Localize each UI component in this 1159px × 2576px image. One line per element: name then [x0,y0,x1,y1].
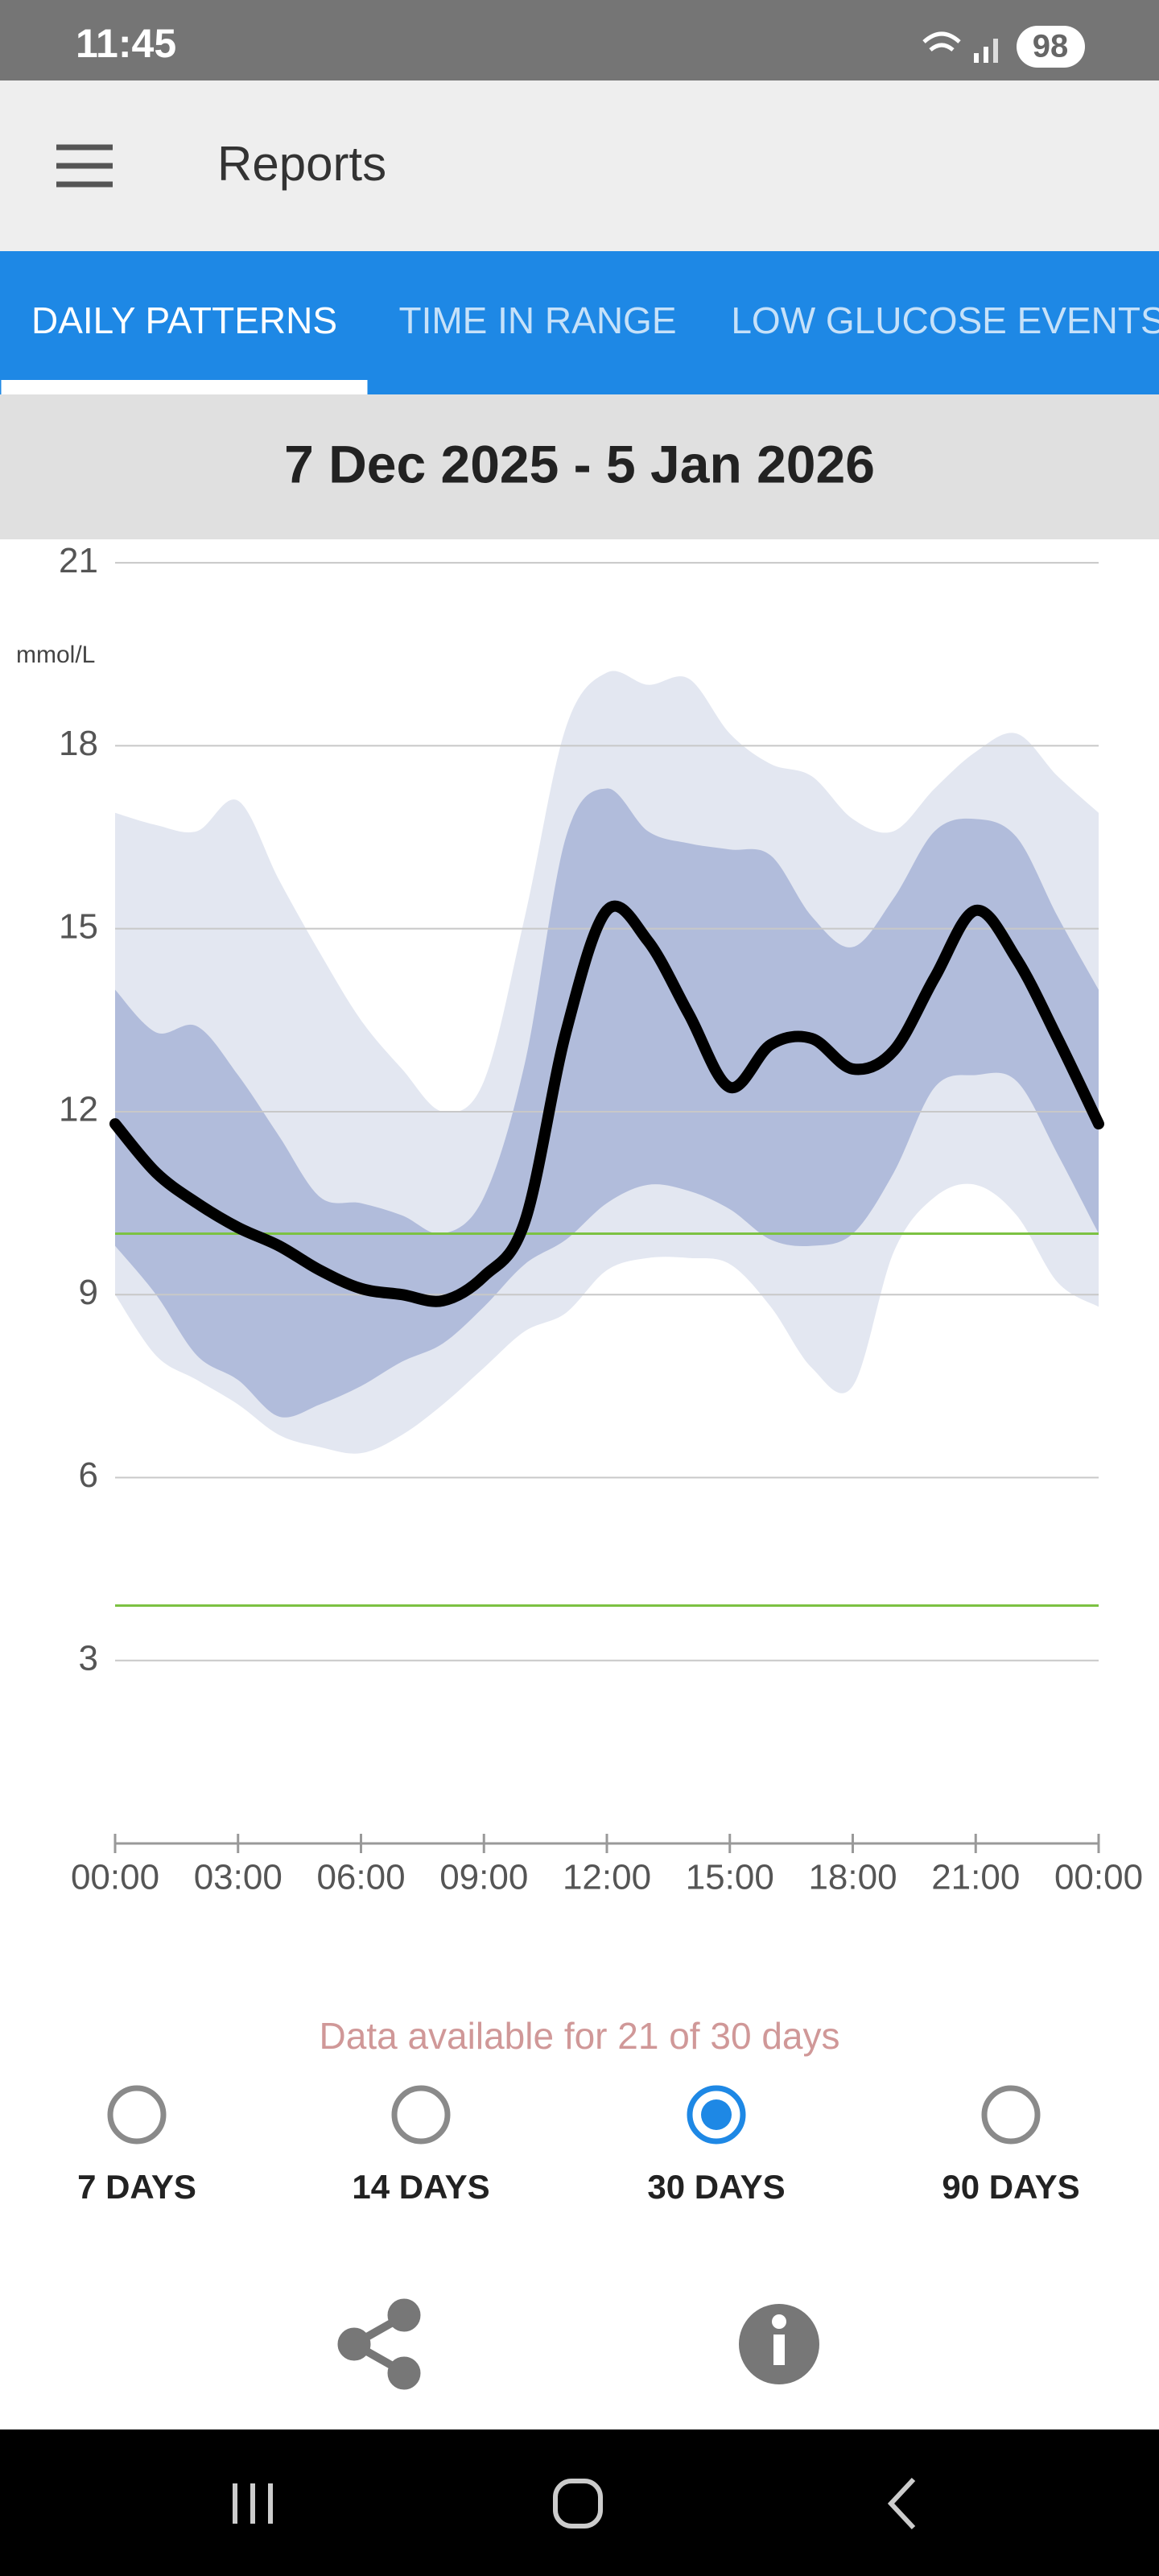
battery [1017,26,1085,68]
y-tick-label: 21 [59,541,98,580]
radio-button[interactable] [687,2085,746,2145]
tab-label[interactable]: TIME IN RANGE [398,299,676,341]
date-bar [0,394,1159,539]
clock: 11:45 [76,21,176,66]
radio-button[interactable] [391,2085,451,2145]
availability-note: Data available for 21 of 30 days [320,2015,840,2057]
x-tick-label: 12:00 [563,1858,651,1897]
chart: mmol/L 3 6 9 12 15 18 21 00:00 03:00 06:00 09:00 12:… [16,541,1143,1897]
menu-button[interactable] [56,144,113,188]
x-tick-label: 09:00 [439,1858,528,1897]
period-label[interactable]: 30 DAYS [647,2168,785,2206]
tab-indicator [1,380,368,394]
battery-level: 98 [1033,29,1069,64]
median-line [109,900,1104,1307]
radio-dot [701,2099,732,2130]
x-tick-label: 21:00 [931,1858,1020,1897]
tab-bar [0,251,1159,394]
x-tick-label: 00:00 [1054,1858,1143,1897]
tab-label[interactable]: DAILY PATTERNS [31,299,337,341]
recents-button[interactable] [233,2483,273,2524]
info-button[interactable] [739,2304,819,2384]
x-tick-label: 00:00 [71,1858,159,1897]
x-tick-label: 06:00 [316,1858,405,1897]
y-tick-label: 18 [59,724,98,763]
x-tick-label: 15:00 [686,1858,774,1897]
period-label[interactable]: 7 DAYS [77,2168,196,2206]
status-bar [0,0,1159,80]
y-tick-label: 6 [79,1455,98,1495]
tab-label[interactable]: LOW GLUCOSE EVENTS [731,299,1159,341]
app-title: Reports [217,137,386,191]
share-button[interactable] [337,2298,421,2390]
app-bar [0,80,1159,251]
x-tick-label: 03:00 [194,1858,283,1897]
y-tick-label: 9 [79,1273,98,1312]
period-label[interactable]: 90 DAYS [942,2168,1079,2206]
percentile-band [115,788,1099,1418]
date-range: 7 Dec 2025 - 5 Jan 2026 [284,434,875,493]
y-tick-label: 15 [59,906,98,946]
back-button[interactable] [887,2477,916,2530]
y-tick-label: 3 [79,1638,98,1678]
x-tick-label: 18:00 [808,1858,897,1897]
y-axis-label: mmol/L [16,642,95,668]
radio-button[interactable] [981,2085,1041,2145]
period-label[interactable]: 14 DAYS [352,2168,489,2206]
y-tick-label: 12 [59,1090,98,1129]
nav-bar [0,2429,1159,2576]
signal-icons [922,31,998,63]
radio-button[interactable] [107,2085,167,2145]
home-button[interactable] [553,2479,603,2529]
